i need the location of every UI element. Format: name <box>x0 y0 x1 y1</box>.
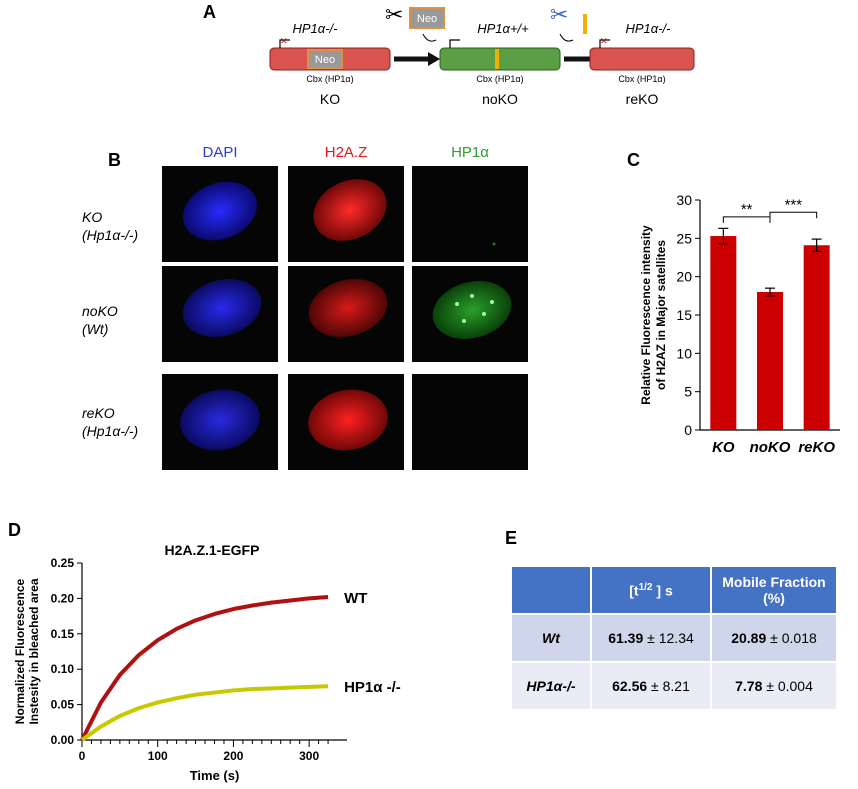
construct-ko-genotype: HP1α-/- <box>293 21 339 36</box>
bar <box>757 292 783 430</box>
neo-cassette-label: Neo <box>315 54 335 66</box>
table-header-empty <box>510 565 592 615</box>
construct-ko: HP1α-/- Neo Cbx (HP1α) KO ✕ <box>269 21 391 107</box>
image-reko-h2az <box>288 374 404 470</box>
image-noko-hp1a <box>412 266 528 362</box>
mobile-cell: 20.89 ± 0.018 <box>710 613 838 663</box>
panel-label-d: D <box>8 520 21 540</box>
row-name: HP1α-/- <box>510 661 592 711</box>
y-tick-label: 0.00 <box>51 733 75 747</box>
construct-ko-label: KO <box>320 91 340 107</box>
series-label: HP1α -/- <box>344 679 401 696</box>
y-tick-label: 30 <box>676 192 692 208</box>
panel-label-a: A <box>203 2 216 22</box>
construct-reko-gene: Cbx (HP1α) <box>618 74 665 84</box>
y-tick-label: 0.05 <box>51 698 75 712</box>
frap-results-table: [t1/2 ] s Mobile Fraction (%) Wt 61.39 ±… <box>510 565 838 711</box>
y-tick-label: 0 <box>684 422 692 438</box>
panel-label-e: E <box>505 528 518 548</box>
x-category-label: KO <box>712 439 735 456</box>
y-tick-label: 0.10 <box>51 662 75 676</box>
y-tick-label: 25 <box>676 230 692 246</box>
construct-reko-label: reKO <box>626 91 659 107</box>
image-ko-h2az <box>288 166 404 262</box>
table-header-thalf: [t1/2 ] s <box>590 565 712 615</box>
image-ko-dapi <box>162 166 278 262</box>
bar-chart-h2az: 0 5 10 15 20 25 30 Relative Fluorescence intens… <box>639 192 840 456</box>
y-tick-label: 20 <box>676 269 692 285</box>
series-label: WT <box>344 590 367 607</box>
promoter-blocked-icon: ✕ <box>600 36 608 46</box>
construct-noko-gene: Cbx (HP1α) <box>476 74 523 84</box>
thalf-cell: 62.56 ± 8.21 <box>590 661 712 711</box>
table-row: Wt 61.39 ± 12.34 20.89 ± 0.018 <box>510 613 838 663</box>
line-chart-frap: H2A.Z.1-EGFP 0.00 0.05 0.10 0.15 0.20 0.25 0 100… <box>13 542 401 783</box>
image-noko-dapi <box>162 266 278 362</box>
bar <box>803 245 830 430</box>
x-axis-label: Time (s) <box>190 768 240 783</box>
y-axis-label: Relative Fluorescence intensityof H2AZ i… <box>639 225 668 405</box>
panel-label-b: B <box>108 150 121 170</box>
row-label-reko: reKO (Hp1α-/-) <box>82 405 139 439</box>
x-tick-label: 300 <box>299 749 319 763</box>
y-tick-label: 10 <box>676 345 692 361</box>
chart-title: H2A.Z.1-EGFP <box>165 542 260 558</box>
x-tick-label: 200 <box>223 749 243 763</box>
x-category-label: reKO <box>798 439 835 456</box>
construct-reko: HP1α-/- Cbx (HP1α) reKO ✕ <box>589 21 695 107</box>
y-axis-label: Normalized FluorescenceInstesity in blea… <box>13 578 41 724</box>
y-tick-label: 5 <box>684 384 692 400</box>
table-row: HP1α-/- 62.56 ± 8.21 7.78 ± 0.004 <box>510 661 838 711</box>
y-tick-label: 0.20 <box>51 591 75 605</box>
series-line <box>80 594 329 741</box>
construct-noko-label: noKO <box>482 91 518 107</box>
panel-label-c: C <box>627 150 640 170</box>
scissors-icon: ✂ <box>385 3 403 28</box>
row-label-ko: KO (Hp1α-/-) <box>82 209 139 243</box>
significance-label: *** <box>785 196 803 213</box>
promoter-blocked-icon: ✕ <box>280 36 288 46</box>
bar <box>710 236 737 430</box>
image-ko-hp1a <box>412 166 528 262</box>
image-reko-dapi <box>162 374 278 470</box>
series-line <box>80 684 329 742</box>
x-tick-label: 0 <box>79 749 86 763</box>
construct-schematic: HP1α-/- Neo Cbx (HP1α) KO ✕ ✂ Neo HP1α+/… <box>269 3 695 107</box>
construct-nokO: HP1α+/+ Cbx (HP1α) noKO <box>439 21 561 107</box>
column-label-hp1a: HP1α <box>451 144 489 161</box>
significance-label: ** <box>741 201 753 218</box>
construct-reko-genotype: HP1α-/- <box>626 21 672 36</box>
y-tick-label: 0.15 <box>51 627 75 641</box>
construct-ko-gene: Cbx (HP1α) <box>306 74 353 84</box>
column-label-h2az: H2A.Z <box>324 144 368 161</box>
significance-bracket <box>722 216 771 223</box>
scissors-icon: ✂ <box>550 3 568 28</box>
row-label-noko: noKO (Wt) <box>82 303 118 337</box>
image-noko-h2az <box>288 266 404 362</box>
construct-noko-genotype: HP1α+/+ <box>477 21 529 36</box>
thalf-cell: 61.39 ± 12.34 <box>590 613 712 663</box>
mobile-cell: 7.78 ± 0.004 <box>710 661 838 711</box>
column-label-dapi: DAPI <box>202 144 238 161</box>
row-name: Wt <box>510 613 592 663</box>
table-header-mobile: Mobile Fraction (%) <box>710 565 838 615</box>
y-tick-label: 0.25 <box>51 556 75 570</box>
image-reko-hp1a <box>412 374 528 470</box>
y-tick-label: 15 <box>676 307 692 323</box>
neo-excised-label: Neo <box>417 13 437 25</box>
x-tick-label: 100 <box>148 749 168 763</box>
x-category-label: noKO <box>750 439 791 456</box>
significance-bracket <box>769 211 818 219</box>
